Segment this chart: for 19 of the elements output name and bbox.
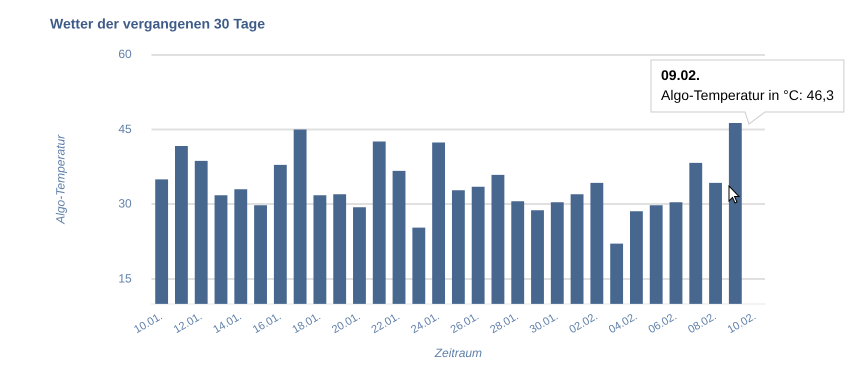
y-tick-label: 15 <box>118 271 132 286</box>
x-tick-label: 12.01. <box>172 310 204 336</box>
x-tick-label: 30.01. <box>528 310 560 336</box>
annotation: 09.02. <box>661 66 700 83</box>
y-tick-label: 45 <box>118 122 132 136</box>
x-tick-label: 18.01. <box>290 310 323 336</box>
x-tick-label: 10.01. <box>132 310 165 336</box>
x-tick-label: 16.01. <box>250 310 284 336</box>
y-axis-title: Algo-Temperatur <box>54 134 68 225</box>
annotation: Algo-Temperatur in °C: 46,3 <box>661 86 834 103</box>
y-tick-label: 60 <box>118 47 132 62</box>
chart-title: Wetter der vergangenen 30 Tage <box>50 15 266 32</box>
y-tick-label: 30 <box>118 196 132 211</box>
x-tick-label: 06.02. <box>646 310 679 336</box>
x-axis-title: Zeitraum <box>434 346 482 360</box>
x-tick-label: 14.01. <box>211 310 244 336</box>
x-tick-label: 04.02. <box>606 310 640 336</box>
x-tick-label: 02.02. <box>567 310 600 336</box>
x-tick-label: 08.02. <box>686 310 719 336</box>
